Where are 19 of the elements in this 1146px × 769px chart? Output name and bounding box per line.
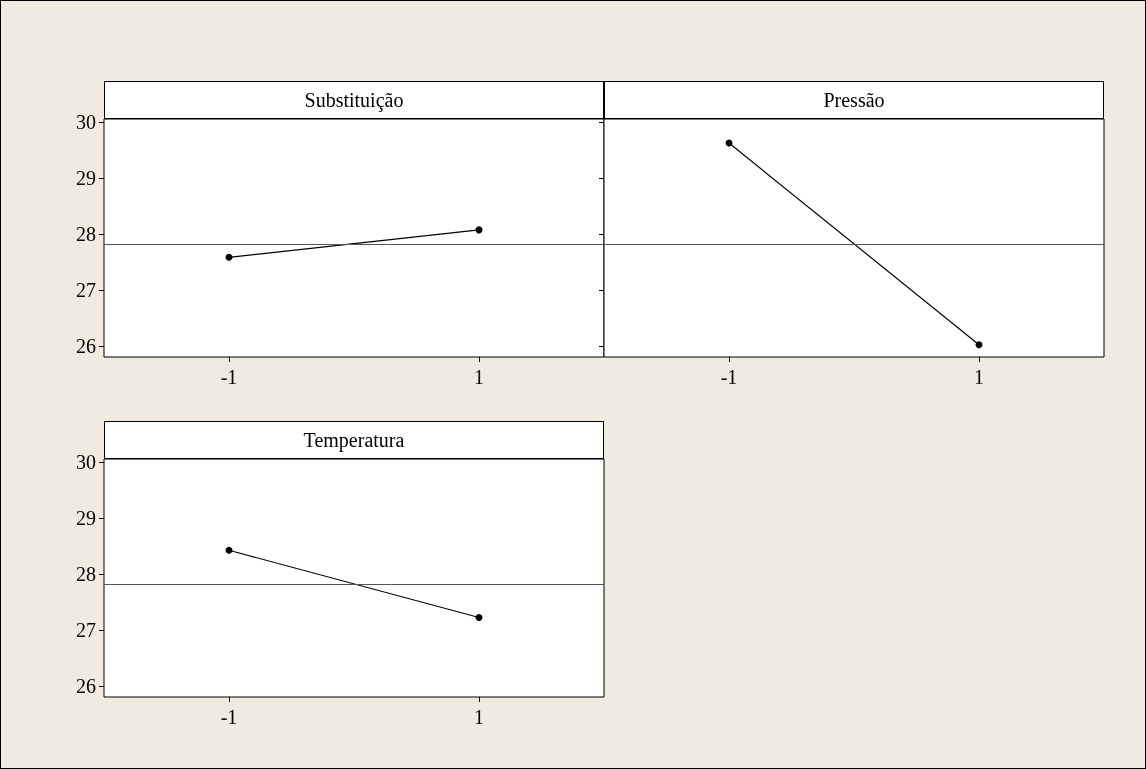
x-tick-label: 1	[474, 706, 484, 728]
chart-title: Pressão	[604, 81, 1104, 119]
y-tick-label: 30	[76, 450, 96, 473]
y-tick-label: 29	[76, 166, 96, 189]
y-tick-label: 30	[76, 110, 96, 133]
y-tick-label: 27	[76, 618, 96, 641]
x-tick-label: -1	[220, 366, 238, 388]
x-tick-label: 1	[474, 366, 484, 388]
chart-title: Substituição	[104, 81, 604, 119]
y-tick-label: 26	[76, 674, 96, 697]
y-tick-label: 29	[76, 506, 96, 529]
x-tick-label: -1	[220, 706, 238, 728]
y-tick-label: 28	[76, 222, 96, 245]
y-tick-label: 27	[76, 278, 96, 301]
chart-title: Temperatura	[104, 421, 604, 459]
y-tick-label: 26	[76, 334, 96, 357]
y-tick-label: 28	[76, 562, 96, 585]
x-tick-label: 1	[974, 366, 984, 388]
x-tick-label: -1	[720, 366, 738, 388]
